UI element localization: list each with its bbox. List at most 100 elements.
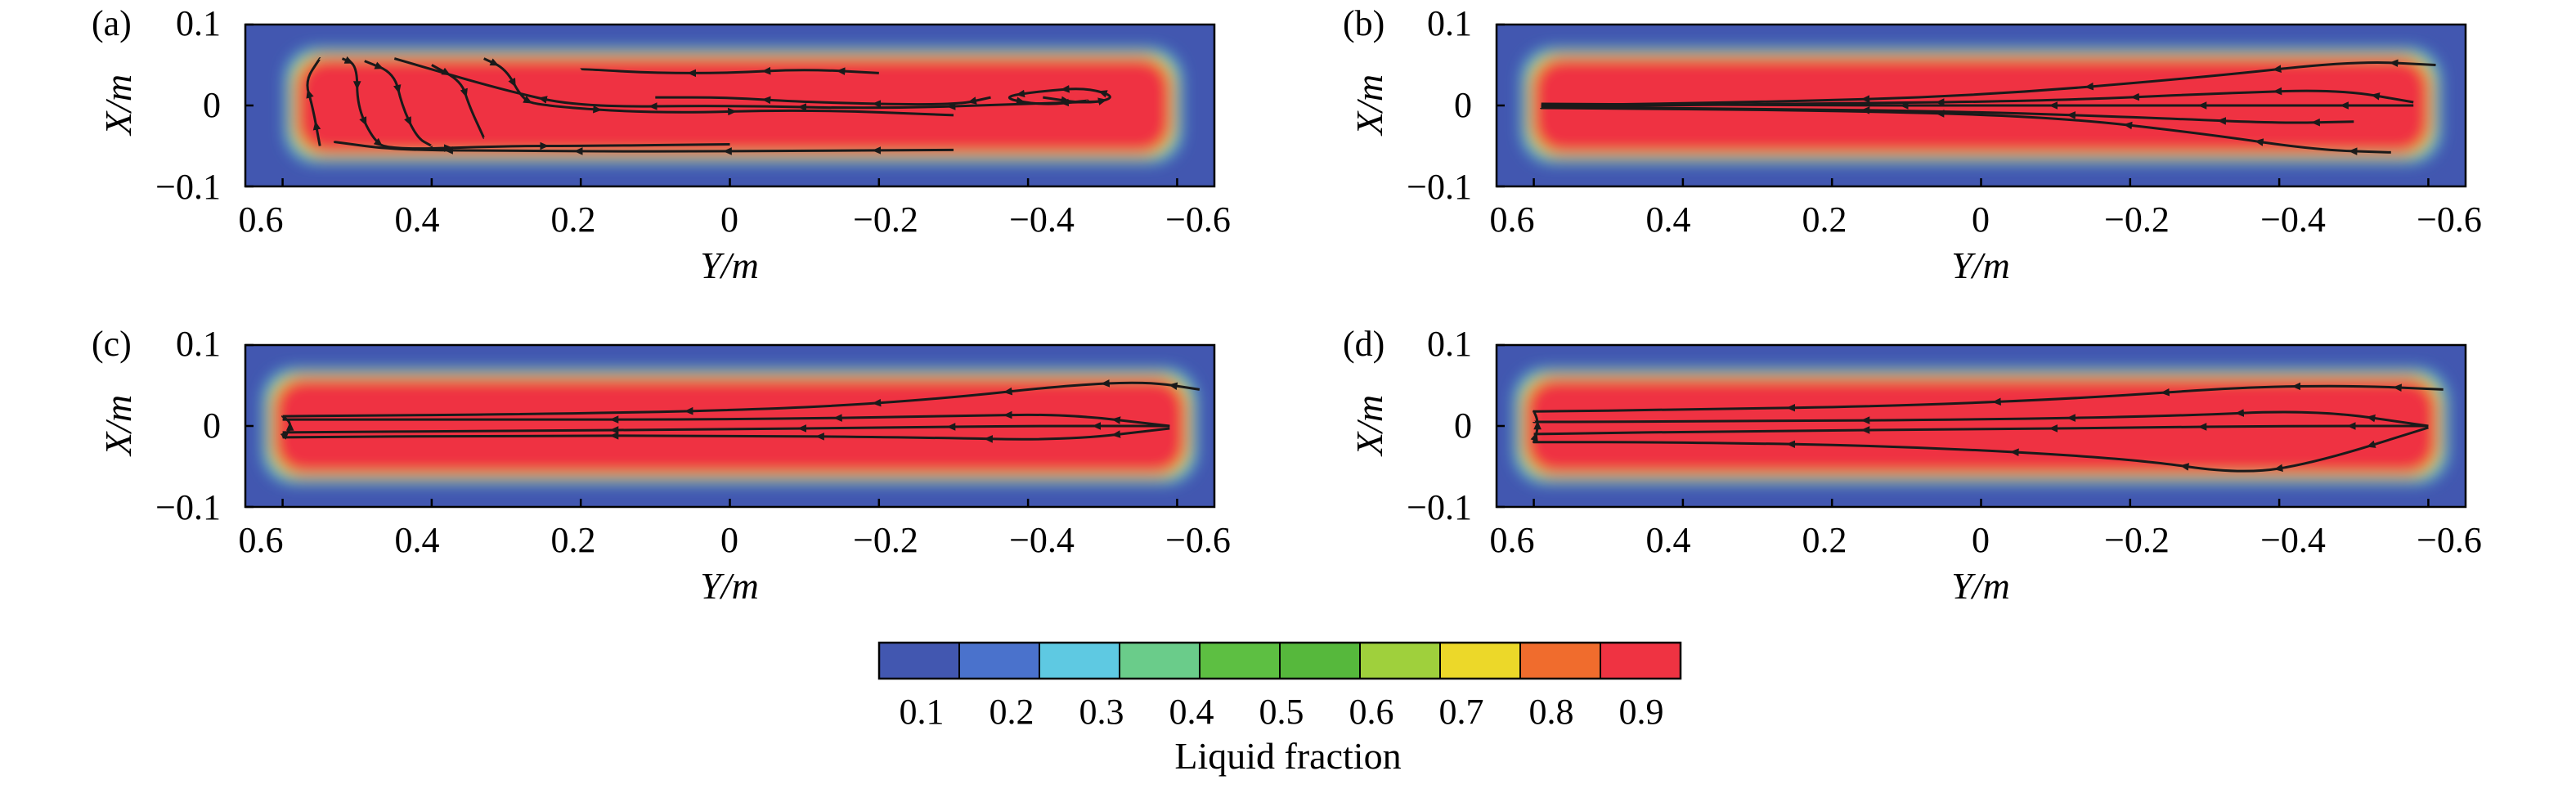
y-tick-label: −0.1 (155, 167, 221, 207)
colorbar-tick-label: 0.2 (990, 692, 1034, 732)
panel-a: (a) 0.1 0 −0.1 0.6 0.4 0.2 0 −0.2 −0.4 −… (92, 3, 1231, 286)
colorbar-swatch (878, 642, 960, 679)
y-tick-label: 0 (1454, 406, 1472, 446)
streamline (333, 141, 954, 153)
y-tick-labels: 0.1 0 −0.1 (155, 3, 221, 207)
streamlines (1530, 382, 2444, 473)
x-tick-label: −0.4 (2260, 199, 2326, 240)
streamline (282, 413, 1170, 428)
liquid-fraction-field (245, 345, 1214, 507)
x-tick-label: −0.6 (1165, 199, 1231, 240)
panel-label: (c) (92, 324, 132, 364)
x-tick-labels: 0.6 0.4 0.2 0 −0.2 −0.4 −0.6 (1490, 520, 2482, 560)
y-tick-label: 0 (1454, 85, 1472, 125)
y-tick-labels: 0.1 0 −0.1 (1407, 324, 1472, 527)
colorbar-tick-label: 0.5 (1259, 692, 1304, 732)
x-axis-title: Y/m (700, 244, 759, 286)
x-tick-label: 0.4 (395, 199, 440, 240)
x-tick-labels: 0.6 0.4 0.2 0 −0.2 −0.4 −0.6 (239, 199, 1231, 240)
x-tick-label: 0 (1972, 520, 1990, 560)
x-tick-label: −0.6 (2417, 520, 2482, 560)
y-tick-label: 0 (203, 406, 221, 446)
colorbar-frame (877, 641, 1682, 680)
streamline (282, 381, 1200, 418)
y-tick-label: 0.1 (176, 3, 221, 43)
x-tick-label: −0.2 (2104, 520, 2170, 560)
colorbar-swatch (958, 642, 1040, 679)
y-tick-labels: 0.1 0 −0.1 (1407, 3, 1472, 207)
y-tick-label: 0.1 (1427, 3, 1472, 43)
x-tick-label: 0.4 (1646, 520, 1691, 560)
colorbar-swatch (1119, 642, 1200, 679)
x-tick-label: 0.2 (1802, 520, 1847, 560)
x-tick-label: 0.2 (1802, 199, 1847, 240)
x-tick-labels: 0.6 0.4 0.2 0 −0.2 −0.4 −0.6 (1490, 199, 2482, 240)
x-tick-label: 0.4 (1646, 199, 1691, 240)
x-tick-label: −0.4 (2260, 520, 2326, 560)
x-axis-title: Y/m (700, 565, 759, 607)
streamline (1533, 426, 2429, 473)
melt-pool-band (275, 379, 1185, 473)
liquid-fraction-field (1497, 25, 2466, 186)
x-tick-label: 0.6 (239, 199, 284, 240)
streamline (1533, 410, 2429, 428)
y-tick-label: −0.1 (155, 487, 221, 527)
panel-c: (c) 0.1 0 −0.1 0.6 0.4 0.2 0 −0.2 −0.4 −… (92, 324, 1231, 607)
streamline (282, 424, 1170, 434)
liquid-fraction-field (245, 25, 1214, 186)
colorbar-swatch (1439, 642, 1521, 679)
colorbar-title: Liquid fraction (1174, 735, 1401, 777)
y-tick-label: 0.1 (1427, 324, 1472, 364)
x-tick-label: 0 (1972, 199, 1990, 240)
panel-d: (d) 0.1 0 −0.1 0.6 0.4 0.2 0 −0.2 −0.4 −… (1343, 324, 2482, 607)
x-tick-label: 0.4 (395, 520, 440, 560)
streamlines (280, 379, 1200, 443)
panel-label: (a) (92, 3, 132, 43)
colorbar-tick-label: 0.3 (1079, 692, 1124, 732)
x-tick-label: −0.4 (1009, 520, 1075, 560)
y-axis-title: X/m (97, 74, 139, 137)
streamline-arrow (2366, 440, 2376, 448)
liquid-fraction-field (1497, 345, 2466, 507)
colorbar-tick-label: 0.7 (1439, 692, 1484, 732)
colorbar-tick-label: 0.1 (900, 692, 945, 732)
streamlines (306, 56, 1111, 155)
colorbar-tick-labels: 0.1 0.2 0.3 0.4 0.5 0.6 0.7 0.8 0.9 (900, 692, 1664, 732)
x-tick-label: 0 (720, 199, 738, 240)
x-tick-label: −0.2 (2104, 199, 2170, 240)
y-tick-label: −0.1 (1407, 167, 1472, 207)
panel-b: (b) 0.1 0 −0.1 0.6 0.4 0.2 0 −0.2 −0.4 −… (1343, 3, 2482, 286)
x-tick-label: 0 (720, 520, 738, 560)
streamline (1541, 105, 2354, 124)
x-axis-title: Y/m (1951, 244, 2010, 286)
y-tick-label: 0.1 (176, 324, 221, 364)
x-axis-title: Y/m (1951, 565, 2010, 607)
streamline (1540, 102, 2414, 107)
plot-area (244, 23, 1216, 188)
x-tick-label: 0.2 (551, 199, 596, 240)
x-tick-label: −0.2 (853, 199, 918, 240)
x-tick-labels: 0.6 0.4 0.2 0 −0.2 −0.4 −0.6 (239, 520, 1231, 560)
plot-area (1495, 343, 2467, 509)
x-tick-label: 0.2 (551, 520, 596, 560)
melt-pool-band (1526, 379, 2436, 473)
colorbar-swatch (1279, 642, 1361, 679)
y-axis-title: X/m (97, 395, 139, 457)
y-tick-label: −0.1 (1407, 487, 1472, 527)
x-tick-label: 0.6 (239, 520, 284, 560)
colorbar-swatches (877, 641, 1682, 680)
streamline (282, 427, 1170, 441)
colorbar-swatch (1519, 642, 1601, 679)
x-tick-label: 0.6 (1490, 520, 1535, 560)
colorbar-swatch (1600, 642, 1681, 679)
plot-area (244, 343, 1216, 509)
x-tick-label: −0.2 (853, 520, 918, 560)
colorbar-tick-label: 0.4 (1169, 692, 1214, 732)
plot-area (1495, 23, 2467, 188)
colorbar-tick-label: 0.6 (1349, 692, 1394, 732)
streamline (341, 57, 730, 150)
panel-label: (d) (1343, 324, 1384, 364)
streamline (1533, 424, 2429, 436)
y-axis-title: X/m (1349, 74, 1390, 137)
